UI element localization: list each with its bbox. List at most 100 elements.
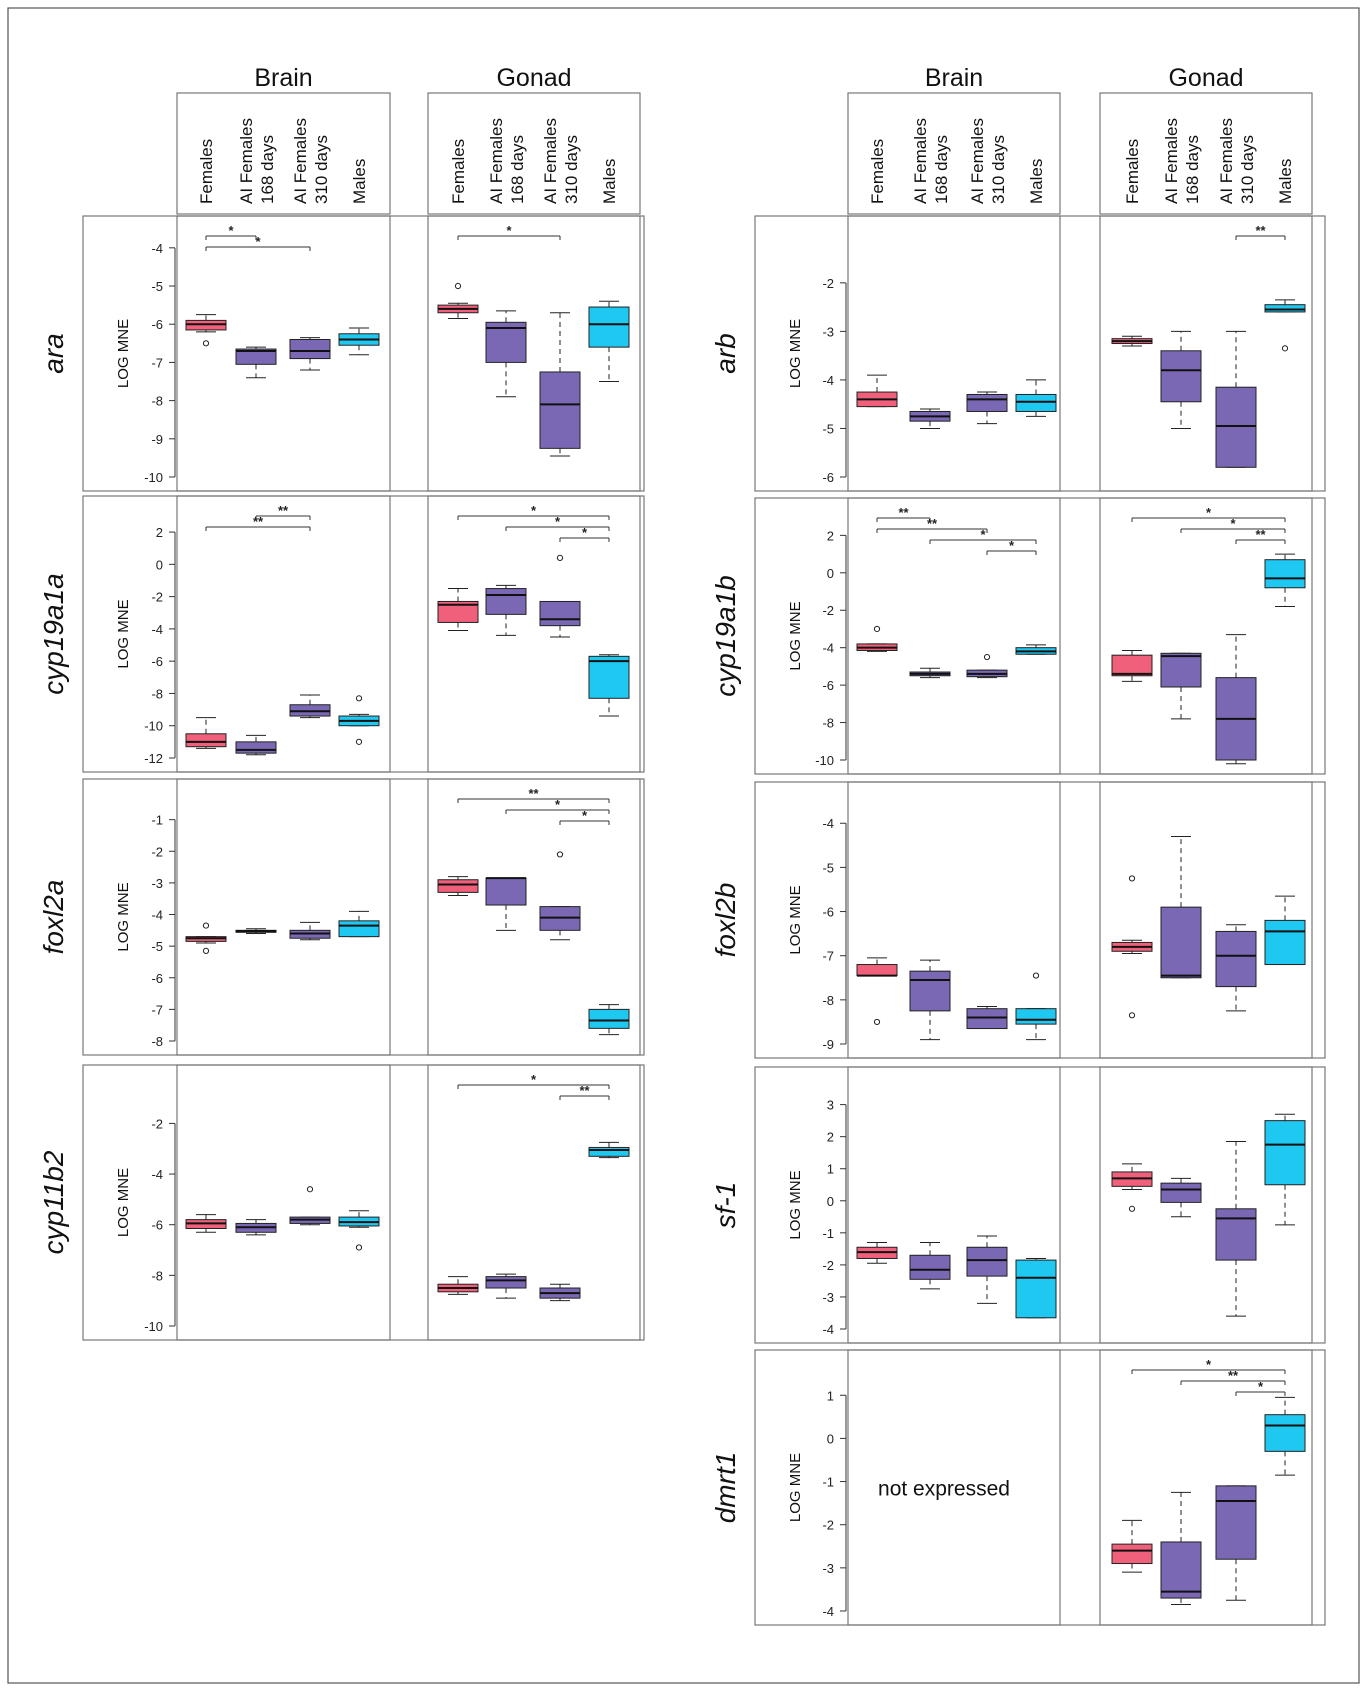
box-gonad-3 bbox=[588, 1004, 630, 1036]
box-gonad-0 bbox=[1111, 1163, 1153, 1212]
group-label: AI Females 310 days bbox=[1217, 118, 1257, 204]
significance-label: ** bbox=[1255, 223, 1266, 238]
box-gonad-2 bbox=[539, 851, 581, 941]
box-body bbox=[966, 1246, 1008, 1277]
significance-bracket: * bbox=[1131, 1357, 1286, 1374]
box-gonad-3 bbox=[1264, 299, 1306, 352]
box-brain-3 bbox=[1015, 379, 1057, 417]
panel-foxl2a: foxl2a LOG MNE-1-2-3-4-5-6-7-8**** bbox=[38, 778, 645, 1056]
y-tick-label: -10 bbox=[144, 719, 163, 734]
box-gonad-2 bbox=[1215, 330, 1257, 468]
outlier-point bbox=[202, 922, 210, 929]
outlier-point bbox=[454, 282, 462, 290]
y-tick-label: -5 bbox=[822, 421, 834, 436]
box-brain-0 bbox=[185, 314, 227, 347]
box-brain-1 bbox=[235, 734, 277, 756]
group-label: Males bbox=[350, 159, 369, 204]
box-gonad-1 bbox=[1160, 1177, 1202, 1218]
y-axis-label: LOG MNE bbox=[787, 885, 804, 954]
tissue-box-brain bbox=[176, 495, 391, 773]
box-body bbox=[1215, 1485, 1257, 1560]
column-header-1: Brain Females AI Females 168 days AI Females… bbox=[847, 64, 1313, 215]
gene-label: dmrt1 bbox=[710, 1452, 741, 1524]
box-gonad-2 bbox=[539, 1283, 581, 1302]
box-body bbox=[1160, 350, 1202, 403]
tissue-box-gonad bbox=[427, 778, 641, 1056]
gene-label: ara bbox=[38, 333, 69, 373]
significance-bracket: ** bbox=[457, 786, 610, 803]
significance-label: * bbox=[555, 797, 561, 812]
box-body bbox=[1215, 930, 1257, 988]
y-axis-label: LOG MNE bbox=[115, 1168, 132, 1237]
box-body bbox=[1264, 304, 1306, 313]
group-label: AI Females 168 days bbox=[911, 118, 951, 204]
tissue-box-brain bbox=[847, 781, 1061, 1059]
box-gonad-0 bbox=[1111, 649, 1153, 682]
box-brain-1 bbox=[909, 1241, 951, 1290]
column-header-0: Brain Females AI Females 168 days AI Females… bbox=[176, 64, 641, 215]
y-tick-label: -6 bbox=[151, 971, 163, 986]
outlier-point bbox=[1128, 875, 1136, 882]
header-box-brain bbox=[847, 92, 1061, 215]
box-gonad-0 bbox=[437, 588, 479, 632]
group-label: AI Females 310 days bbox=[968, 118, 1008, 204]
box-body bbox=[437, 600, 479, 623]
box-gonad-1 bbox=[1160, 835, 1202, 979]
y-tick-label: -4 bbox=[822, 373, 834, 388]
significance-label: * bbox=[531, 1072, 537, 1087]
y-tick-label: 2 bbox=[827, 528, 834, 543]
y-tick-label: -2 bbox=[151, 590, 163, 605]
box-body bbox=[1111, 1543, 1153, 1565]
header-box-gonad bbox=[1099, 92, 1313, 215]
y-tick-label: -4 bbox=[151, 1167, 163, 1182]
significance-bracket: * bbox=[457, 223, 561, 240]
box-brain-3 bbox=[338, 910, 380, 938]
panel-cyp11b2: cyp11b2 LOG MNE-2-4-6-8-10*** bbox=[38, 1064, 645, 1341]
not-expressed-label: not expressed bbox=[878, 1478, 1010, 1501]
gene-label: arb bbox=[710, 333, 741, 373]
significance-bracket: * bbox=[929, 527, 1037, 544]
outlier-point bbox=[202, 340, 210, 347]
significance-bracket: ** bbox=[1180, 1368, 1286, 1385]
y-tick-label: 2 bbox=[156, 525, 163, 540]
outlier-point bbox=[355, 738, 363, 745]
significance-label: ** bbox=[1255, 527, 1266, 542]
box-brain-0 bbox=[856, 1241, 898, 1264]
box-body bbox=[1111, 654, 1153, 677]
box-body bbox=[588, 1008, 630, 1029]
y-tick-label: -10 bbox=[144, 470, 163, 485]
tissue-box-brain bbox=[176, 1064, 391, 1341]
y-tick-label: -6 bbox=[151, 317, 163, 332]
box-gonad-3 bbox=[1264, 1113, 1306, 1226]
y-axis-label: LOG MNE bbox=[787, 601, 804, 670]
tissue-box-gonad bbox=[1099, 215, 1313, 492]
y-tick-label: -6 bbox=[822, 470, 834, 485]
box-brain-1 bbox=[909, 667, 951, 679]
y-tick-label: -8 bbox=[151, 1034, 163, 1049]
significance-label: * bbox=[1206, 505, 1212, 520]
significance-label: ** bbox=[253, 514, 264, 529]
significance-bracket: * bbox=[1180, 516, 1286, 533]
y-tick-label: 1 bbox=[827, 1388, 834, 1403]
significance-bracket: * bbox=[205, 234, 311, 251]
y-tick-label: -8 bbox=[151, 686, 163, 701]
y-tick-label: -5 bbox=[151, 279, 163, 294]
box-gonad-3 bbox=[588, 1141, 630, 1159]
box-body bbox=[1160, 906, 1202, 979]
y-tick-label: -4 bbox=[822, 641, 834, 656]
outlier-point bbox=[1128, 1205, 1136, 1212]
box-gonad-3 bbox=[588, 654, 630, 717]
tissue-box-brain bbox=[176, 778, 391, 1056]
y-tick-label: -2 bbox=[822, 1258, 834, 1273]
significance-label: ** bbox=[579, 1083, 590, 1098]
outlier-point bbox=[355, 1244, 363, 1251]
gene-label: cyp19a1a bbox=[38, 573, 69, 694]
box-gonad-0 bbox=[437, 282, 479, 319]
box-gonad-3 bbox=[1264, 895, 1306, 966]
box-brain-0 bbox=[185, 1214, 227, 1233]
significance-bracket: * bbox=[559, 808, 610, 825]
y-tick-label: -8 bbox=[822, 716, 834, 731]
significance-bracket: ** bbox=[205, 514, 311, 531]
box-body bbox=[437, 879, 479, 893]
significance-label: ** bbox=[278, 503, 289, 518]
